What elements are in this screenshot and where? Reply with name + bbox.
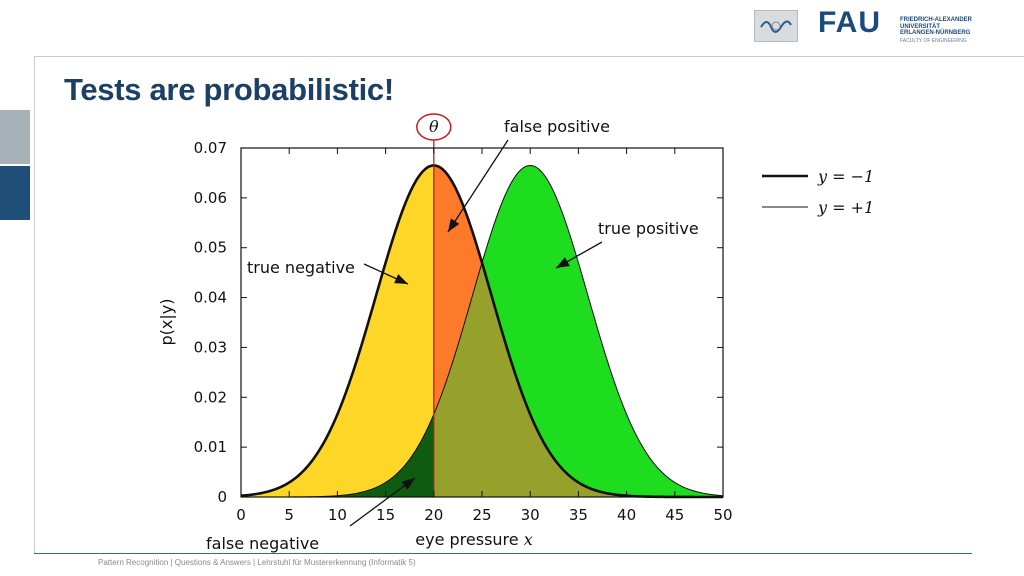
annotation-false-negative: false negative [206,534,319,553]
y-tick-label: 0.05 [194,239,227,257]
arrow-false-positive-head [448,218,460,232]
fau-logo-faculty: FACULTY OF ENGINEERING [900,38,967,44]
x-tick-label: 0 [236,506,246,524]
x-tick-label: 50 [713,506,732,524]
y-tick-label: 0.06 [194,189,227,207]
annotation-true-positive: true positive [598,219,699,238]
y-tick-label: 0.01 [194,438,227,456]
slide-title: Tests are probabilistic! [64,72,394,107]
y-tick-label: 0 [217,488,227,506]
arrow-true-positive-head [556,257,570,268]
y-tick-label: 0.03 [194,338,227,356]
y-tick-label: 0.04 [194,289,227,307]
x-tick-label: 35 [569,506,588,524]
frame-left-rule [34,56,35,554]
threshold-marker [416,113,452,141]
x-tick-label: 30 [521,506,540,524]
x-tick-label: 5 [284,506,294,524]
threshold-label: θ [429,117,439,136]
fau-logo: FAU FRIEDRICH-ALEXANDER UNIVERSITÄT ERLA… [818,6,972,45]
side-accent-blue [0,166,30,220]
region-true-negative [241,165,434,497]
x-axis-label: eye pressure x [415,530,532,549]
x-tick-label: 45 [665,506,684,524]
lab-wave-icon [754,10,798,42]
annotation-true-negative: true negative [247,258,355,277]
slide-footer: Pattern Recognition | Questions & Answer… [98,558,416,567]
x-tick-label: 25 [472,506,491,524]
fau-logo-letters: FAU [818,6,881,39]
y-axis-label: p(x|y) [157,299,176,346]
y-tick-label: 0.02 [194,388,227,406]
x-tick-label: 20 [424,506,443,524]
arrow-false-negative-head [401,478,415,490]
x-tick-label: 10 [328,506,347,524]
y-tick-label: 0.07 [194,139,227,157]
x-axis-variable: x [524,530,533,549]
arrow-false-positive-shaft [447,139,509,233]
legend-label-positive: y = +1 [817,198,874,217]
legend-label-negative: y = −1 [817,167,874,186]
x-tick-label: 15 [376,506,395,524]
arrow-false-negative-shaft [349,477,416,527]
x-tick-label: 40 [617,506,636,524]
arrow-true-negative-head [394,274,408,284]
header-rule [34,56,1024,57]
side-accent-gray [0,110,30,164]
annotation-false-positive: false positive [504,117,610,136]
region-overlap [433,262,723,497]
footer-rule [34,553,972,554]
fau-logo-name: FRIEDRICH-ALEXANDER UNIVERSITÄT ERLANGEN… [900,17,972,36]
region-false-negative [241,414,434,497]
